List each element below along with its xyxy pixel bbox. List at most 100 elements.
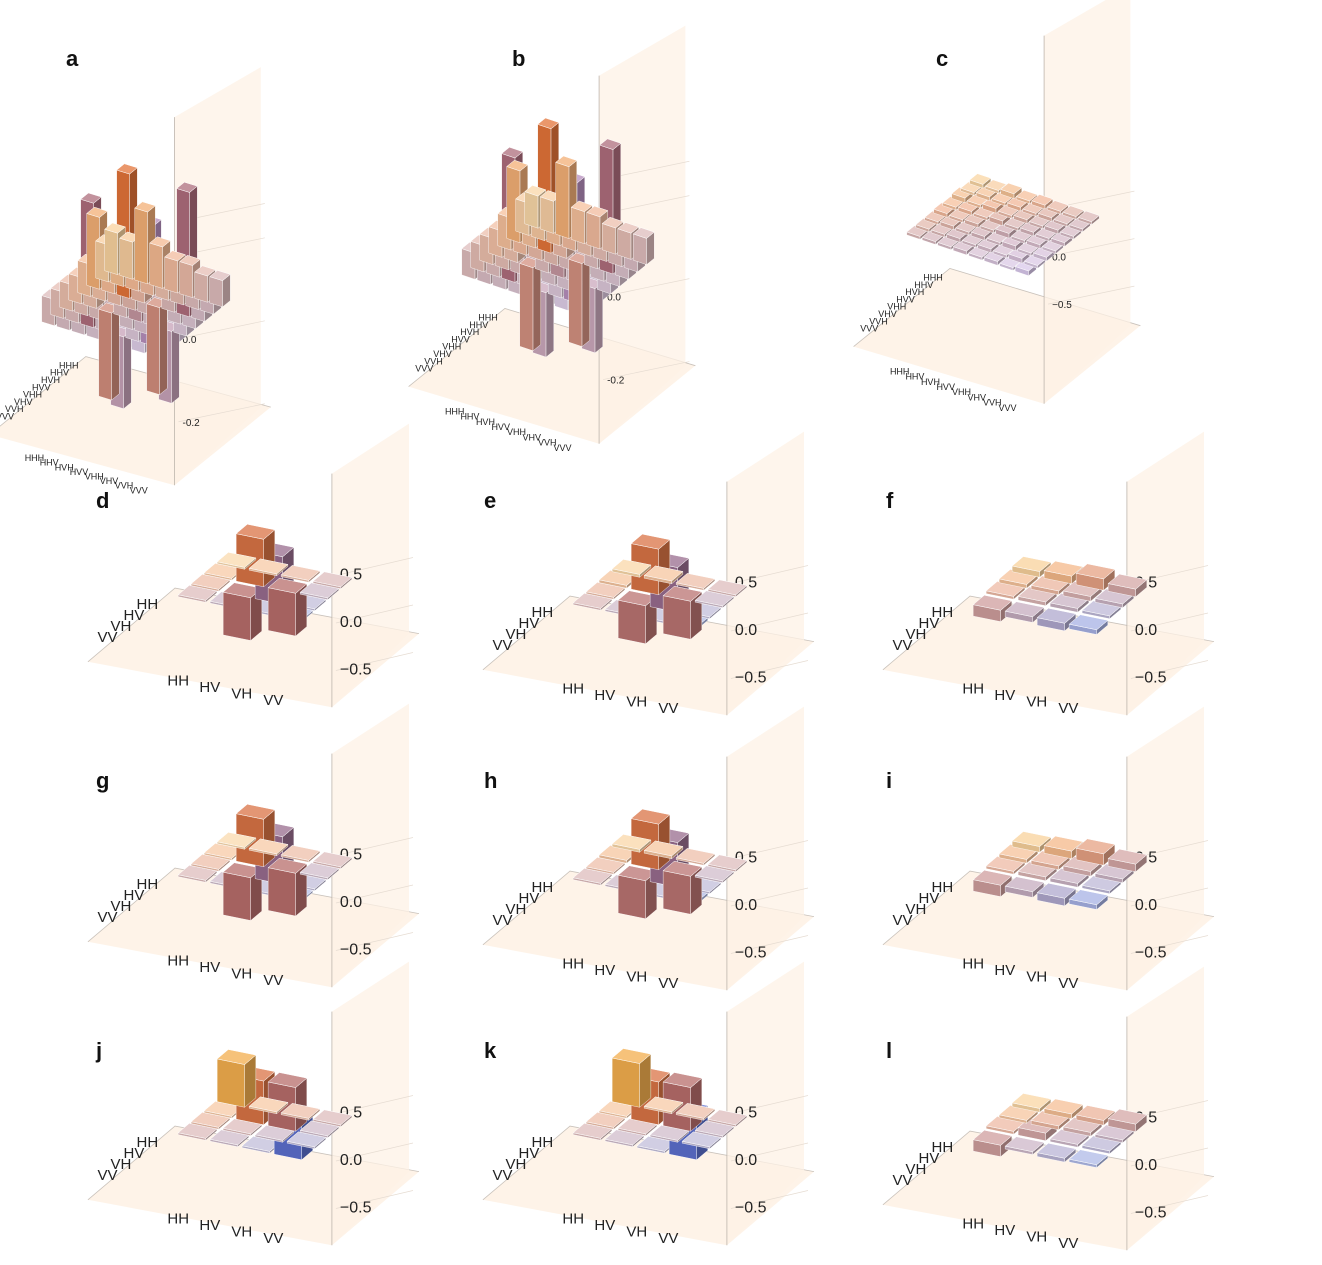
panel-c: c 0.50.0−0.5HHHHHVHVHHVVVHHVHVVVHVVVHHHH… [850,0,1322,460]
z-gridline [1130,1147,1209,1167]
bar [312,571,353,590]
z-tick-label: −0.5 [1135,945,1167,962]
x-tick-label: HH [562,1210,584,1227]
z-gridline [1130,612,1209,632]
z-gridline [178,320,265,340]
z-tick-label: 0.0 [735,622,757,639]
bar [1068,218,1091,233]
x-tick-label: VH [1026,1228,1047,1245]
z-tick-label: 0.0 [607,293,621,304]
z-gridline [603,278,690,297]
bar [1041,239,1064,255]
z-tick-label: 0.0 [1135,1157,1157,1174]
x-tick-label: HH [962,680,984,697]
x-tick-label: VV [1058,700,1078,717]
x-tick-label: VV [658,975,678,992]
z-gridline [335,557,414,576]
back-wall [1044,0,1131,404]
z-gridline [730,612,809,632]
x-tick-label: HV [994,1222,1015,1239]
bar [972,1129,1013,1158]
x-tick-label: HHH [445,406,465,416]
x-tick-label: HH [562,955,584,972]
panel-label-g: g [96,768,110,793]
z-tick-label: −0.5 [1135,670,1167,687]
z-tick-label: 0.0 [735,1152,757,1169]
bar [1036,607,1077,632]
x-tick-label: VV [658,700,678,717]
bar [1077,210,1100,226]
y-tick-label: HHV [50,368,69,378]
bar [964,212,987,229]
x-tick-label: HH [962,1215,984,1232]
bar [662,585,703,640]
bar [1107,573,1148,598]
y-tick-label: HH [532,604,554,621]
y-tick-label: HVH [905,287,924,297]
y-tick-label: VVH [424,356,443,366]
panel-j: j 0.5 0.0 −0.5 HH HV VH VV HH HV VH VV [87,961,420,1265]
y-tick-label: VH [111,898,132,915]
y-tick-label: VHV [878,309,897,319]
z-tick-label: 0.0 [1135,897,1157,914]
x-tick-label: HH [962,955,984,972]
bar [632,227,655,266]
x-tick-label: VVH [538,438,557,448]
bar [611,559,652,578]
bar [519,256,542,352]
y-tick-label: HV [519,1145,540,1162]
z-tick-label: −0.5 [735,945,767,962]
x-tick-label: HH [167,672,189,689]
z-tick-label: −0.5 [735,670,767,687]
bar [939,215,962,231]
y-tick-label: HHV [469,320,488,330]
bar [915,218,938,233]
bar [216,832,257,850]
x-tick-label: VH [626,968,647,985]
bar [1036,882,1077,907]
x-tick-label: VV [1058,975,1078,992]
y-tick-label: VHV [14,397,33,407]
bar [1043,1098,1084,1120]
bar [977,237,1000,254]
bar [611,834,652,853]
bar [924,210,947,226]
y-tick-label: HH [137,596,159,613]
bar [1019,221,1042,237]
z-gridline [335,1095,414,1114]
x-tick-label: HHV [40,458,59,468]
back-wall [331,703,409,988]
x-tick-label: HV [994,962,1015,979]
x-tick-label: VHV [522,432,541,442]
z-gridline [730,1142,809,1162]
back-wall [331,961,409,1246]
y-tick-label: VVV [415,364,433,374]
y-tick-label: HH [137,1134,159,1151]
x-tick-label: HH [562,680,584,697]
x-tick-label: HVH [476,417,495,427]
x-tick-label: HV [594,1217,615,1234]
bar [312,851,353,870]
bar [662,860,703,915]
z-gridline [730,660,809,679]
x-tick-label: HVH [55,462,74,472]
z-tick-label: 0.0 [183,335,197,346]
z-gridline [1130,1195,1209,1214]
x-tick-label: VV [263,972,283,989]
bar [643,1096,684,1115]
y-tick-label: HHH [59,360,79,370]
y-tick-label: HVV [32,382,51,392]
bar [1004,1136,1045,1156]
bar [617,865,658,920]
bar [1046,200,1069,215]
z-gridline [1048,238,1135,257]
x-tick-label: VV [1058,1235,1078,1252]
z-gridline [335,1190,414,1209]
y-tick-label: HH [137,876,159,893]
y-tick-label: HV [919,890,940,907]
z-tick-label: −0.5 [340,942,372,959]
